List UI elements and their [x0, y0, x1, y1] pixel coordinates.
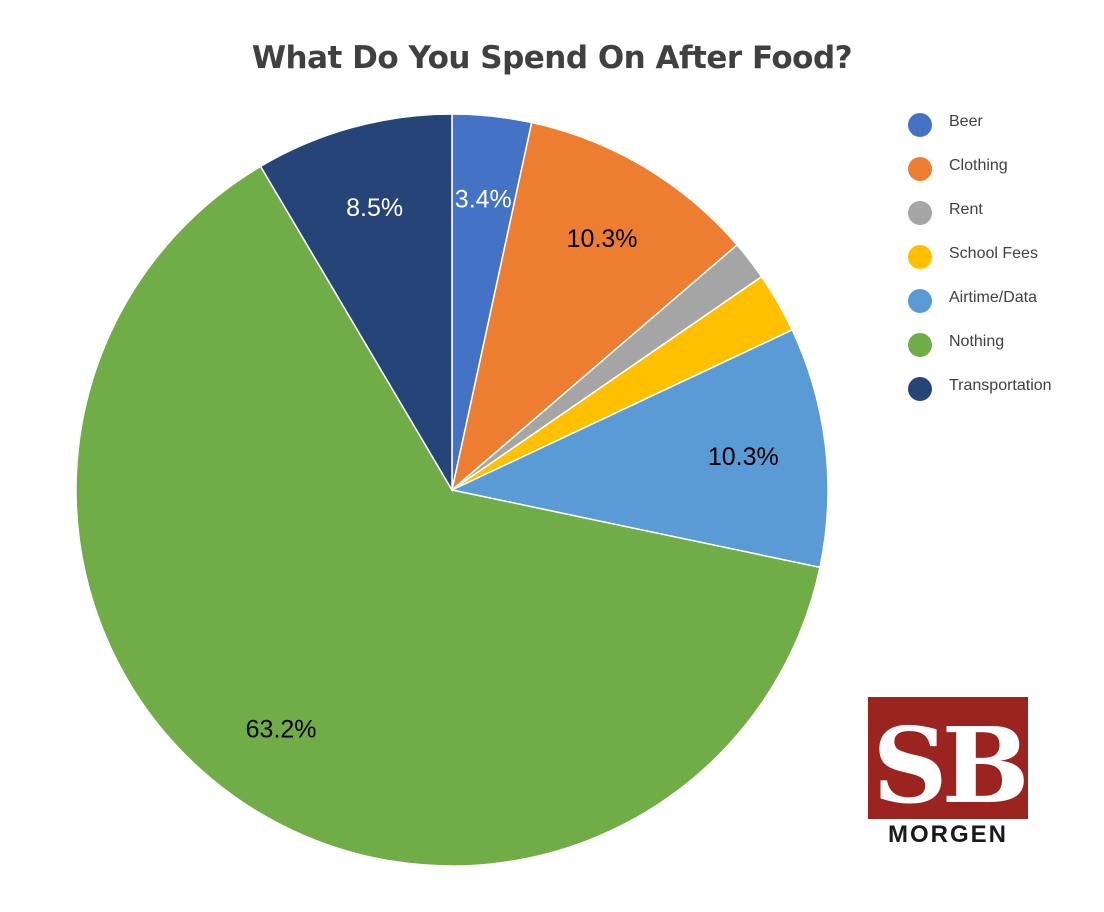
legend-label: School Fees — [949, 245, 1038, 262]
pie-slice-clothing — [450, 121, 739, 493]
legend-swatch — [908, 157, 932, 181]
sb-morgen-logo: SB MORGEN — [868, 697, 1028, 849]
legend-swatch — [908, 333, 932, 357]
logo-monogram-icon: SB — [872, 704, 1028, 819]
data-label-transportation: 8.5% — [346, 194, 403, 222]
pie-slices — [75, 113, 829, 867]
data-label-clothing: 10.3% — [567, 225, 638, 253]
legend-label: Airtime/Data — [949, 289, 1038, 306]
legend-swatch — [908, 377, 932, 401]
logo-mark-box: SB — [868, 697, 1028, 819]
legend-label: Transportation — [949, 377, 1052, 394]
chart-title: What Do You Spend On After Food? — [251, 40, 853, 76]
legend-label: Beer — [949, 113, 983, 130]
legend-label: Rent — [949, 201, 983, 218]
legend-swatch — [908, 201, 932, 225]
pie-slice-transportation — [259, 113, 453, 493]
legend-swatch — [908, 245, 932, 269]
pie-slice-airtime-data — [449, 328, 829, 569]
legend-label: Nothing — [949, 333, 1005, 350]
data-label-nothing: 63.2% — [246, 715, 317, 743]
data-label-airtime-data: 10.3% — [708, 443, 779, 471]
logo-wordmark: MORGEN — [888, 821, 1008, 848]
legend-label: Clothing — [949, 157, 1008, 174]
pie-slice-nothing — [75, 165, 821, 867]
legend-swatch — [908, 113, 932, 137]
data-label-beer: 3.4% — [455, 185, 512, 213]
pie-data-labels: 3.4% 10.3% 10.3% 63.2% 8.5% — [246, 185, 779, 743]
logo-monogram-text: SB — [872, 704, 1024, 819]
legend-swatch — [908, 289, 932, 313]
